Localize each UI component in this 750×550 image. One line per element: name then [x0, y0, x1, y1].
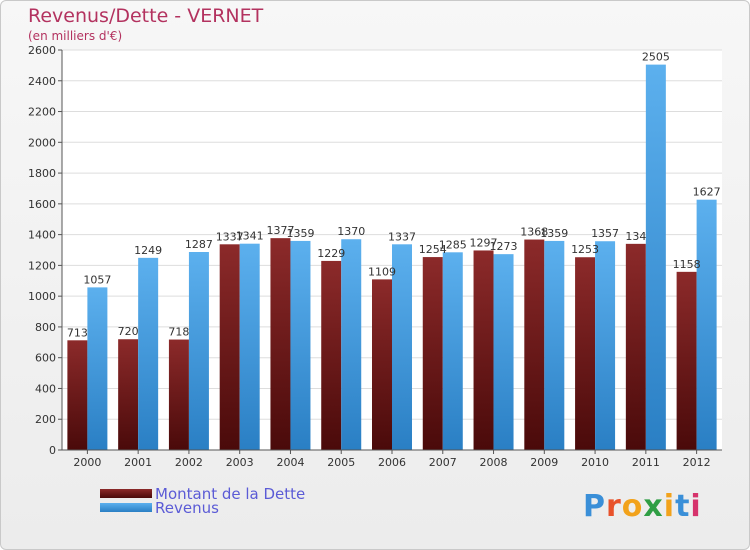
- bar-dette: [473, 250, 494, 450]
- y-tick-label: 800: [35, 321, 56, 334]
- logo-letter: o: [621, 489, 644, 524]
- value-label-revenus: 2505: [642, 51, 670, 64]
- value-label-revenus: 1341: [236, 230, 264, 243]
- x-tick-label: 2002: [175, 456, 203, 469]
- bar-revenus: [645, 64, 666, 450]
- y-tick-label: 400: [35, 382, 56, 395]
- value-label-dette: 1297: [470, 236, 498, 249]
- value-label-revenus: 1273: [490, 240, 518, 253]
- x-tick-label: 2000: [73, 456, 101, 469]
- value-label-revenus: 1357: [591, 227, 619, 240]
- chart-subtitle: (en milliers d'€): [28, 29, 123, 43]
- x-tick-label: 2001: [124, 456, 152, 469]
- y-tick-label: 600: [35, 352, 56, 365]
- x-tick-label: 2008: [480, 456, 508, 469]
- y-tick-label: 1600: [28, 198, 56, 211]
- bar-dette: [219, 244, 240, 450]
- legend-swatch-revenus: [100, 503, 152, 512]
- logo-letter: t: [675, 489, 691, 524]
- bar-revenus: [442, 252, 463, 450]
- y-axis: 0 200 400 600 800 1000 1200 1400 1600 1800 2000 220…: [28, 44, 63, 457]
- value-label-revenus: 1337: [388, 230, 416, 243]
- bar-revenus: [544, 240, 565, 450]
- y-tick-label: 1800: [28, 167, 56, 180]
- bar-dette: [372, 279, 392, 450]
- logo-letter: i: [690, 489, 702, 524]
- bar-dette: [270, 238, 291, 450]
- bar-dette: [524, 239, 545, 450]
- x-tick-label: 2010: [581, 456, 609, 469]
- proxiti-logo: Proxiti: [583, 489, 702, 524]
- value-label-dette: 1109: [368, 265, 396, 278]
- value-label-dette: 720: [118, 325, 139, 338]
- bar-dette: [676, 271, 697, 450]
- bar-revenus: [341, 239, 362, 450]
- y-tick-label: 1200: [28, 259, 56, 272]
- y-tick-label: 0: [49, 444, 56, 457]
- bar-revenus: [392, 244, 412, 450]
- x-tick-label: 2007: [429, 456, 457, 469]
- value-label-dette: 1158: [673, 258, 701, 271]
- legend-swatch-dette: [100, 489, 152, 498]
- bar-revenus: [239, 243, 260, 450]
- x-tick-label: 2004: [276, 456, 304, 469]
- y-tick-label: 2000: [28, 136, 56, 149]
- x-tick-label: 2003: [226, 456, 254, 469]
- value-label-dette: 1229: [317, 247, 345, 260]
- value-label-revenus: 1359: [540, 227, 568, 240]
- bar-revenus: [696, 199, 717, 450]
- y-tick-label: 1000: [28, 290, 56, 303]
- value-label-dette: 1254: [419, 243, 447, 256]
- bar-dette: [168, 339, 189, 450]
- x-tick-label: 2009: [530, 456, 558, 469]
- value-label-dette: 1377: [266, 224, 294, 237]
- logo-letter: P: [583, 489, 606, 524]
- bar-revenus: [493, 254, 514, 450]
- bar-revenus: [87, 287, 108, 450]
- x-tick-label: 2005: [327, 456, 355, 469]
- x-tick-label: 2012: [683, 456, 711, 469]
- value-label-revenus: 1249: [134, 244, 162, 257]
- value-label-revenus: 1285: [439, 238, 467, 251]
- x-tick-label: 2011: [632, 456, 660, 469]
- logo-letter: i: [663, 489, 676, 524]
- logo-letter: x: [643, 489, 664, 524]
- y-tick-label: 2200: [28, 106, 56, 119]
- bar-dette: [625, 243, 646, 450]
- bar-dette: [67, 340, 88, 450]
- bar-dette: [118, 339, 139, 450]
- value-label-dette: 1253: [571, 243, 599, 256]
- value-label-dette: 718: [168, 326, 189, 339]
- bar-revenus: [138, 257, 159, 450]
- value-label-revenus: 1359: [286, 227, 314, 240]
- y-tick-label: 2400: [28, 75, 56, 88]
- y-tick-label: 2600: [28, 44, 56, 57]
- x-tick-label: 2006: [378, 456, 406, 469]
- value-label-revenus: 1370: [337, 225, 365, 238]
- bars: [67, 64, 717, 450]
- bar-revenus: [290, 240, 311, 450]
- legend-label-revenus: Revenus: [155, 499, 219, 517]
- chart-title: Revenus/Dette - VERNET: [28, 5, 264, 27]
- bar-dette: [575, 257, 596, 450]
- bar-revenus: [595, 241, 616, 450]
- value-label-dette: 134: [625, 230, 646, 243]
- value-label-dette: 713: [67, 326, 88, 339]
- bar-dette: [422, 257, 443, 450]
- legend-label-dette: Montant de la Dette: [155, 485, 306, 503]
- y-tick-label: 200: [35, 413, 56, 426]
- bar-revenus: [188, 252, 209, 450]
- y-tick-label: 1400: [28, 229, 56, 242]
- value-label-dette: 1337: [216, 230, 244, 243]
- value-label-revenus: 1057: [83, 273, 111, 286]
- bar-dette: [321, 260, 342, 450]
- value-label-dette: 1368: [520, 226, 548, 239]
- value-label-revenus: 1627: [693, 186, 721, 199]
- logo-letter: r: [606, 489, 622, 524]
- value-label-revenus: 1287: [185, 238, 213, 251]
- x-axis: 2000 2001 2002 2003 2004 2005 2006 2007 2008 2009…: [62, 449, 722, 469]
